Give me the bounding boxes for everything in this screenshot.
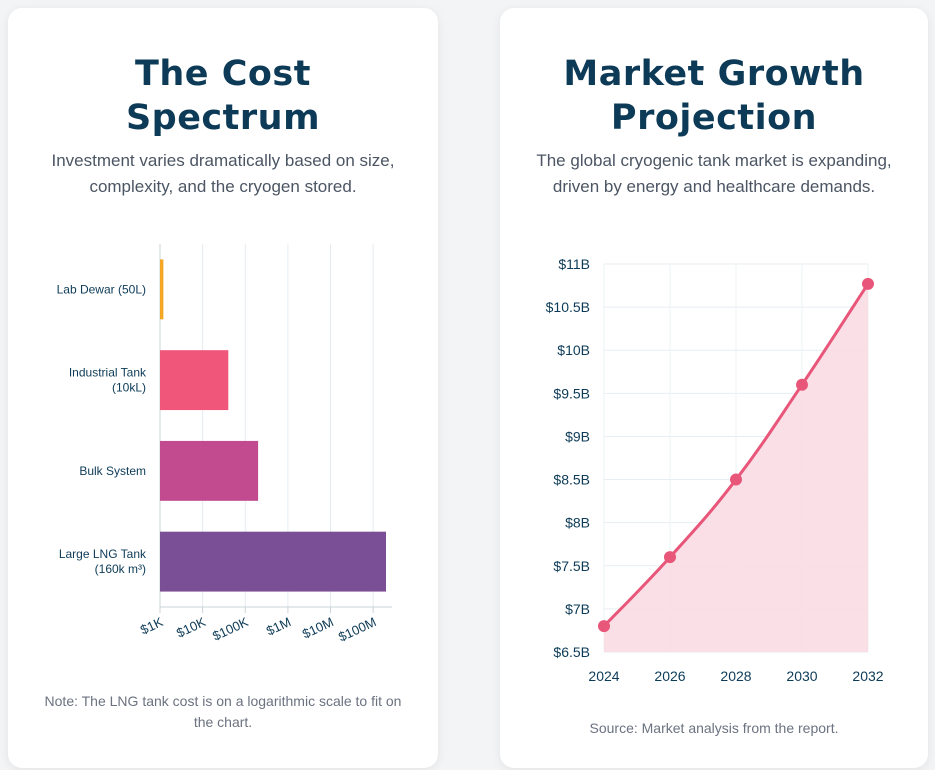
- cost-category-label-line: Large LNG Tank: [59, 547, 147, 561]
- growth-data-point: [862, 277, 874, 290]
- cost-category-label-line: Lab Dewar (50L): [57, 282, 146, 296]
- growth-y-tick-label: $7B: [565, 601, 590, 617]
- cost-category-label: Large LNG Tank (160k m³): [59, 547, 147, 576]
- cost-bar: [160, 259, 164, 320]
- growth-y-tick-label: $11B: [558, 256, 590, 272]
- growth-x-tick-label: 2032: [852, 668, 883, 684]
- growth-x-tick-label: 2024: [588, 668, 619, 684]
- growth-y-tick-label: $9.5B: [553, 385, 590, 401]
- growth-data-point: [664, 551, 676, 564]
- growth-card-title-line1: Market Growth: [563, 54, 865, 94]
- growth-y-tick-label: $6.5B: [553, 644, 590, 660]
- cost-card-title: The Cost Spectrum: [8, 52, 438, 140]
- cost-category-label: Bulk System: [79, 464, 146, 478]
- growth-y-tick-label: $9B: [565, 428, 590, 444]
- growth-y-tick-label: $10B: [557, 342, 590, 358]
- growth-data-point: [598, 620, 610, 633]
- cost-bar: [160, 531, 386, 592]
- cost-category-label: Industrial Tank (10kL): [69, 366, 147, 395]
- growth-x-tick-label: 2026: [654, 668, 685, 684]
- growth-y-tick-label: $8B: [565, 515, 590, 531]
- cost-card-title-line1: The Cost: [134, 54, 311, 94]
- growth-y-tick-label: $10.5B: [546, 299, 590, 315]
- growth-data-point: [796, 378, 808, 391]
- growth-card-note: Source: Market analysis from the report.: [589, 720, 839, 736]
- growth-data-point: [730, 473, 742, 486]
- cost-category-label-line: (10kL): [112, 381, 146, 395]
- growth-y-tick-label: $8.5B: [553, 472, 590, 488]
- growth-x-tick-label: 2028: [720, 668, 751, 684]
- cost-spectrum-card: The Cost Spectrum Investment varies dram…: [8, 8, 438, 768]
- cost-bar: [160, 350, 229, 411]
- cost-category-label-line: Bulk System: [79, 464, 146, 478]
- growth-card-title: Market Growth Projection: [500, 52, 928, 140]
- cost-category-label-line: (160k m³): [95, 562, 146, 576]
- cost-bar: [160, 440, 259, 501]
- cost-card-subtitle: Investment varies dramatically based on …: [51, 151, 395, 196]
- cost-card-title-line2: Spectrum: [125, 98, 321, 138]
- growth-card-title-line2: Projection: [610, 98, 818, 138]
- growth-x-tick-label: 2030: [786, 668, 817, 684]
- growth-card-subtitle: The global cryogenic tank market is expa…: [536, 151, 892, 196]
- cost-category-label: Lab Dewar (50L): [57, 282, 146, 296]
- growth-y-tick-label: $7.5B: [553, 558, 590, 574]
- cost-card-note: Note: The LNG tank cost is on a logarith…: [44, 693, 402, 730]
- cost-category-label-line: Industrial Tank: [69, 366, 147, 380]
